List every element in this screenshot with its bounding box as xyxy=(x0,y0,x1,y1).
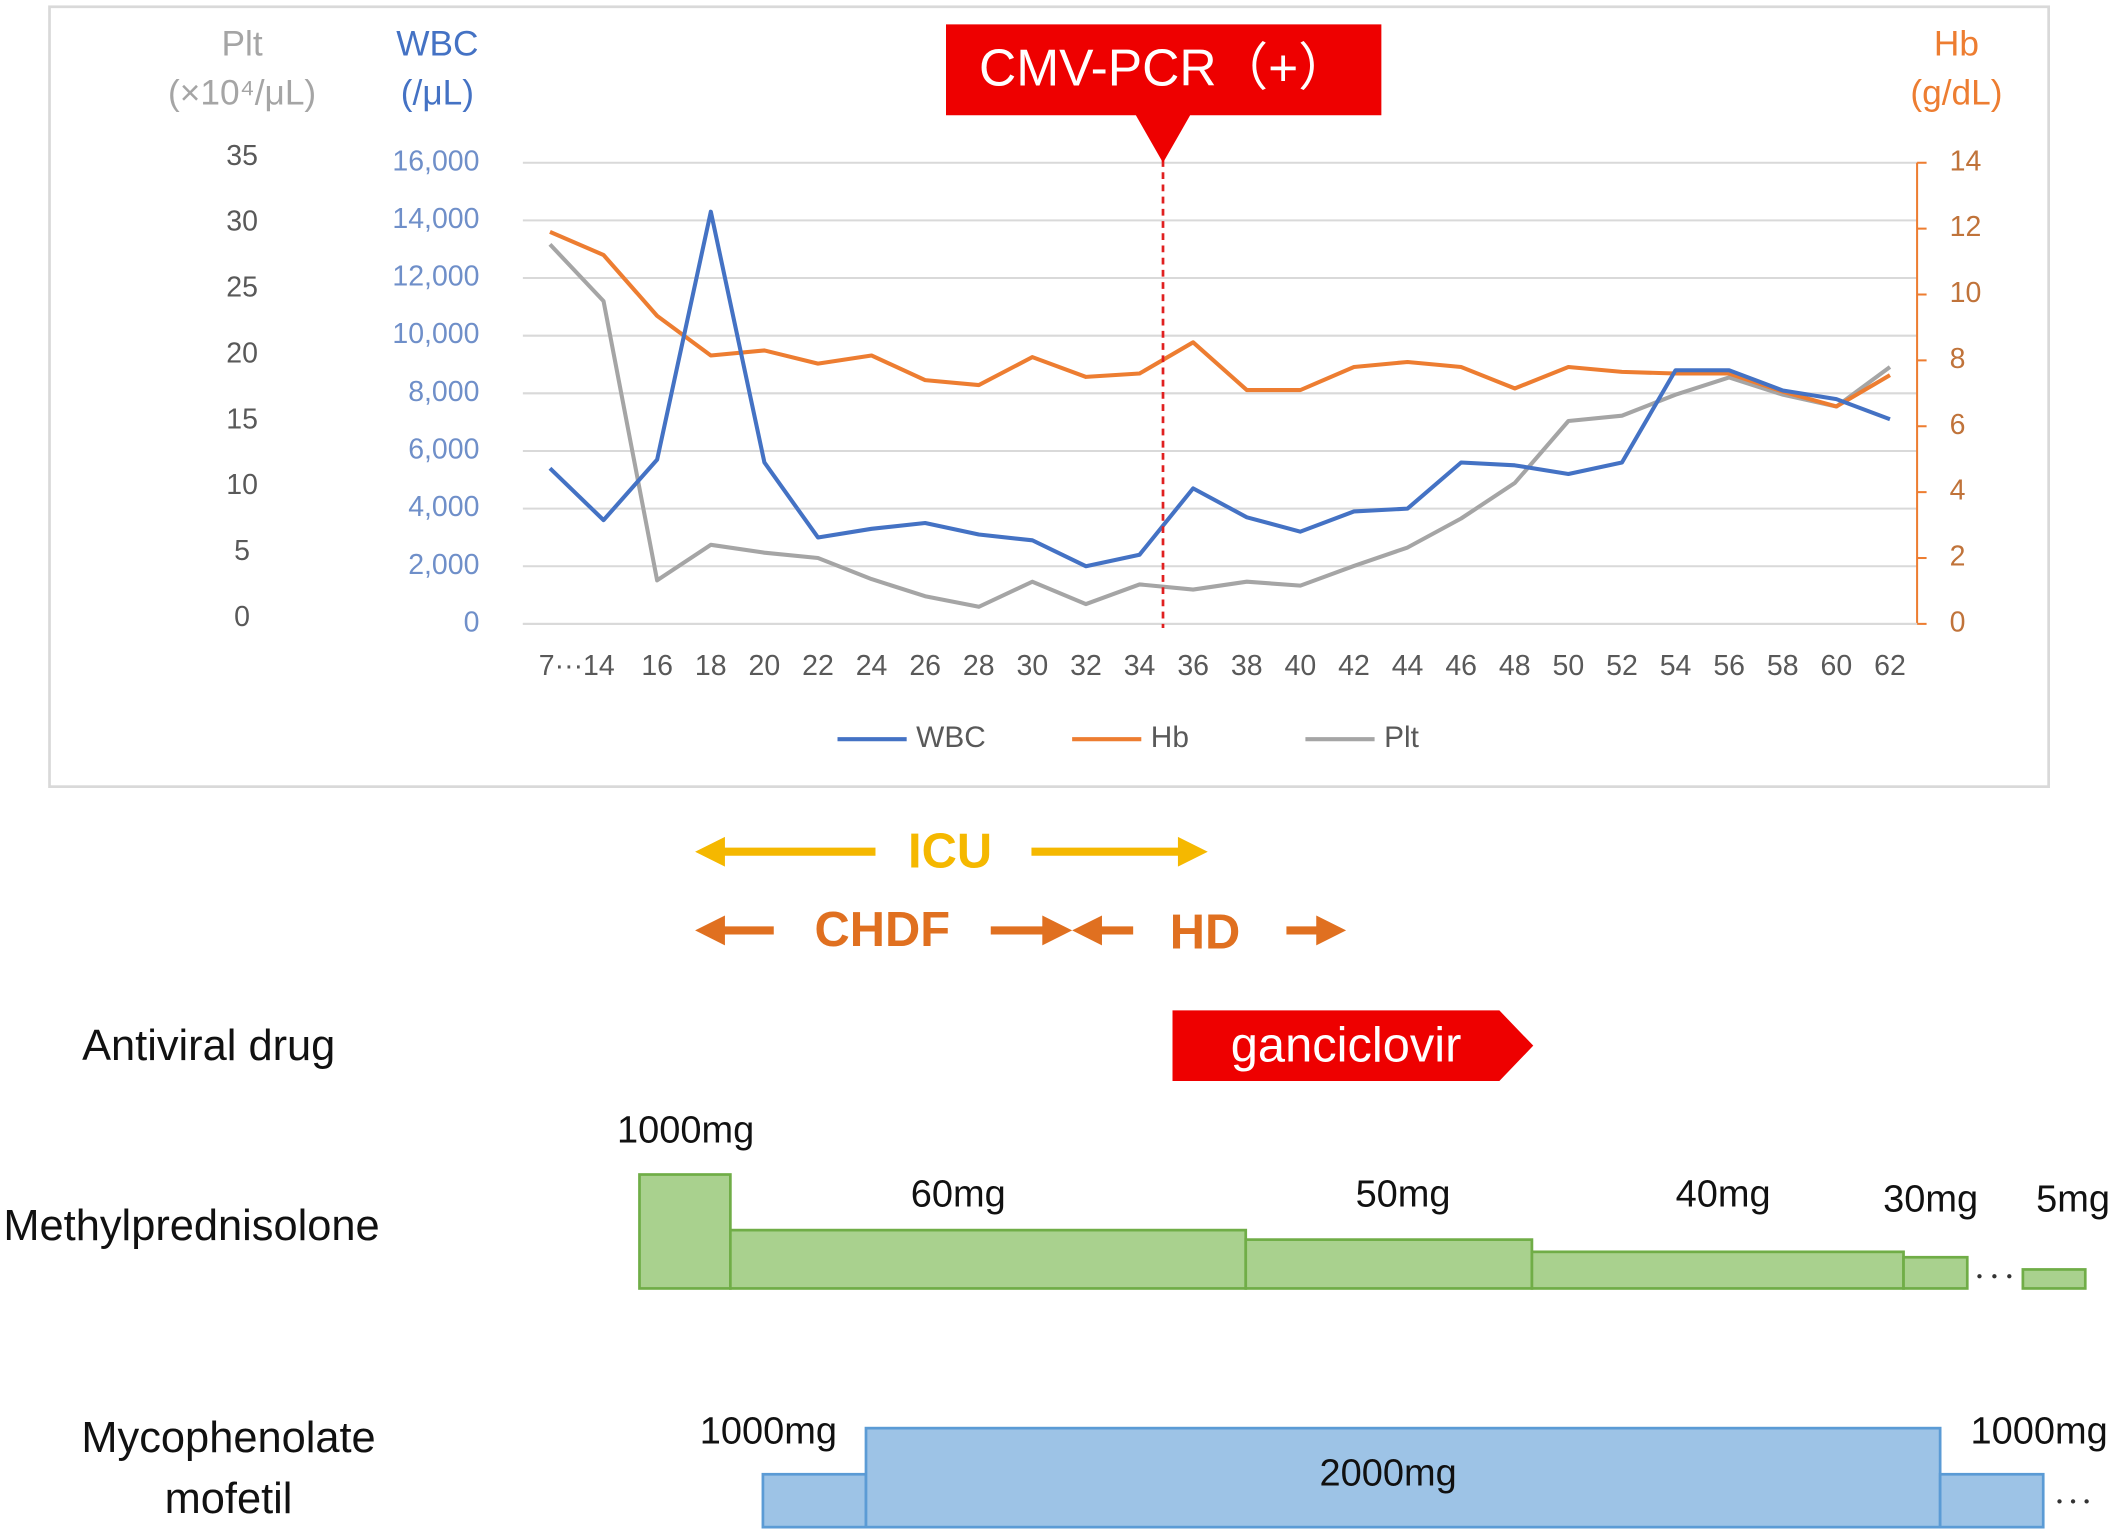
y3-tick-label: 30 xyxy=(226,206,258,238)
y2-tick-label: 0 xyxy=(1950,606,1966,638)
dose-label: 50mg xyxy=(1356,1173,1451,1215)
hd-label: HD xyxy=(1170,906,1241,960)
y-tick-label: 2,000 xyxy=(408,549,479,581)
y2-tick-label: 4 xyxy=(1950,475,1966,507)
x-tick-label: 48 xyxy=(1499,650,1531,682)
x-tick-label: 7···14 xyxy=(539,650,615,682)
y2-tick-label: 10 xyxy=(1950,277,1982,309)
mmf-label: mofetil xyxy=(165,1475,293,1523)
dose-label: 1000mg xyxy=(617,1110,754,1152)
annotation-box xyxy=(946,24,1382,163)
x-tick-label: 36 xyxy=(1177,650,1209,682)
y-tick-label: 4,000 xyxy=(408,491,479,523)
y-tick-label: 6,000 xyxy=(408,433,479,465)
y2-tick-label: 6 xyxy=(1950,409,1966,441)
dose-label: 60mg xyxy=(911,1173,1006,1215)
mp-bars xyxy=(638,1173,2087,1290)
y3-tick-label: 35 xyxy=(226,140,258,172)
antiviral-label: Antiviral drug xyxy=(82,1022,335,1070)
y2-tick-label: 14 xyxy=(1950,145,1982,177)
series-line xyxy=(548,243,1892,609)
x-tick-label: 24 xyxy=(856,650,888,682)
legend-label: WBC xyxy=(916,721,986,754)
dose-label: 40mg xyxy=(1676,1173,1771,1215)
y3-tick-label: 25 xyxy=(226,272,258,304)
dose-label: 5mg xyxy=(2036,1179,2110,1221)
annotation: CMV-PCR（+） xyxy=(979,38,1350,96)
series-line xyxy=(548,209,1891,569)
dialysis-arrows xyxy=(695,915,1347,946)
icu-label: ICU xyxy=(908,824,992,878)
legend-label: Hb xyxy=(1151,721,1189,754)
x-tick-label: 38 xyxy=(1231,650,1263,682)
x-tick-label: 32 xyxy=(1070,650,1102,682)
y2-tick-label: 8 xyxy=(1950,343,1966,375)
x-tick-label: 18 xyxy=(695,650,727,682)
x-tick-label: 44 xyxy=(1392,650,1424,682)
y-tick-label: 0 xyxy=(464,606,480,638)
x-tick-label: 16 xyxy=(641,650,673,682)
axis-title: (g/dL) xyxy=(1910,73,2002,112)
series-line xyxy=(549,230,1891,409)
y3-tick-label: 10 xyxy=(226,469,258,501)
x-tick-label: 22 xyxy=(802,650,834,682)
x-tick-label: 40 xyxy=(1285,650,1317,682)
axis-title: (/μL) xyxy=(401,73,474,112)
ganciclovir-bar xyxy=(1172,1010,1534,1081)
x-tick-label: 62 xyxy=(1874,650,1906,682)
x-tick-label: 20 xyxy=(749,650,781,682)
legend-label: Plt xyxy=(1384,721,1420,754)
x-tick-label: 58 xyxy=(1767,650,1799,682)
axis-title: Plt xyxy=(222,24,263,63)
dose-label: 30mg xyxy=(1883,1179,1978,1221)
x-tick-label: 26 xyxy=(909,650,941,682)
dose-label: 1000mg xyxy=(1971,1411,2108,1453)
x-tick-label: 52 xyxy=(1606,650,1638,682)
y-tick-label: 16,000 xyxy=(392,145,479,177)
y2-tick-label: 12 xyxy=(1950,211,1982,243)
mmf-label: Mycophenolate xyxy=(81,1414,375,1462)
x-tick-label: 28 xyxy=(963,650,995,682)
x-tick-label: 54 xyxy=(1660,650,1692,682)
y-tick-label: 14,000 xyxy=(392,203,479,235)
x-tick-label: 56 xyxy=(1713,650,1745,682)
y3-tick-label: 15 xyxy=(226,403,258,435)
x-tick-label: 46 xyxy=(1445,650,1477,682)
axis-title: Hb xyxy=(1934,24,1979,63)
mp-ellipsis xyxy=(1977,1274,2012,1279)
mmf-ellipsis xyxy=(2057,1499,2089,1504)
mmf-bars xyxy=(761,1426,2045,1529)
y-tick-label: 12,000 xyxy=(392,261,479,293)
y3-tick-label: 0 xyxy=(234,601,250,633)
y-tick-label: 10,000 xyxy=(392,318,479,350)
plot-frame xyxy=(48,5,2051,788)
x-tick-label: 50 xyxy=(1553,650,1585,682)
dose-label: 2000mg xyxy=(1320,1453,1457,1495)
axis-title: (×10⁴/μL) xyxy=(168,73,316,112)
x-tick-label: 60 xyxy=(1821,650,1853,682)
y-tick-label: 8,000 xyxy=(408,376,479,408)
y2-tick-label: 2 xyxy=(1950,541,1966,573)
icu-arrows xyxy=(695,836,1208,867)
dose-label: 1000mg xyxy=(700,1411,837,1453)
y3-tick-label: 5 xyxy=(234,535,250,567)
axis-title: WBC xyxy=(396,24,478,63)
chdf-label: CHDF xyxy=(814,903,950,957)
chart-layer: 0 2,000 4,000 6,000 8,000 10,000 12,000 14,000 1… xyxy=(168,24,2002,754)
y3-tick-label: 20 xyxy=(226,337,258,369)
x-tick-label: 34 xyxy=(1124,650,1156,682)
x-tick-label: 42 xyxy=(1338,650,1370,682)
x-tick-label: 30 xyxy=(1017,650,1049,682)
mp-label: Methylprednisolone xyxy=(3,1202,379,1250)
ganciclovir-label: ganciclovir xyxy=(1231,1018,1462,1072)
